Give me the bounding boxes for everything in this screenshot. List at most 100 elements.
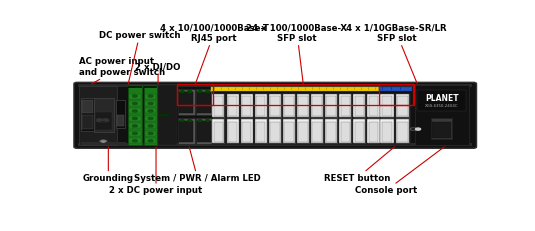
- Bar: [145, 101, 156, 106]
- Bar: [284, 96, 294, 116]
- Bar: [395, 93, 410, 144]
- Text: Grounding: Grounding: [83, 147, 134, 182]
- Bar: [228, 88, 229, 90]
- Bar: [284, 122, 294, 142]
- Text: 24 x 100/1000Base-X
SFP slot: 24 x 100/1000Base-X SFP slot: [247, 23, 348, 84]
- Bar: [241, 94, 253, 117]
- Bar: [235, 88, 236, 90]
- Bar: [354, 88, 355, 90]
- Bar: [145, 131, 156, 136]
- Bar: [339, 94, 351, 117]
- FancyBboxPatch shape: [74, 82, 477, 148]
- Bar: [256, 122, 265, 142]
- Bar: [82, 100, 93, 113]
- Bar: [129, 138, 141, 143]
- Bar: [366, 93, 380, 144]
- Circle shape: [410, 128, 416, 130]
- Bar: [339, 119, 351, 143]
- Circle shape: [205, 91, 210, 92]
- Bar: [381, 122, 392, 142]
- Text: AC power input
and power switch: AC power input and power switch: [79, 57, 165, 84]
- Bar: [325, 94, 337, 117]
- Bar: [297, 119, 309, 143]
- Bar: [79, 143, 472, 146]
- Bar: [256, 88, 257, 90]
- Bar: [228, 96, 238, 116]
- Bar: [177, 84, 413, 105]
- Bar: [324, 93, 338, 144]
- Bar: [369, 122, 378, 142]
- Text: 2 x DI/DO: 2 x DI/DO: [135, 62, 181, 84]
- Bar: [79, 86, 117, 145]
- Bar: [82, 115, 93, 129]
- Bar: [369, 96, 378, 116]
- Bar: [94, 98, 114, 132]
- Bar: [270, 96, 280, 116]
- Bar: [269, 119, 281, 143]
- Bar: [305, 88, 306, 90]
- Bar: [326, 88, 327, 90]
- Bar: [381, 96, 392, 116]
- Bar: [312, 96, 322, 116]
- Circle shape: [148, 125, 153, 127]
- Circle shape: [132, 102, 137, 105]
- Bar: [242, 88, 243, 90]
- Bar: [212, 94, 225, 117]
- Bar: [380, 119, 394, 143]
- Bar: [178, 119, 195, 144]
- Bar: [355, 96, 364, 116]
- Bar: [379, 84, 414, 105]
- Bar: [196, 89, 212, 115]
- Circle shape: [132, 140, 137, 142]
- Text: 4 x 1/10GBase-SR/LR
SFP slot: 4 x 1/10GBase-SR/LR SFP slot: [346, 23, 447, 84]
- Bar: [177, 84, 213, 105]
- Circle shape: [188, 120, 192, 122]
- Circle shape: [148, 95, 153, 97]
- Circle shape: [132, 125, 137, 127]
- Text: 2 x DC power input: 2 x DC power input: [109, 147, 203, 195]
- Circle shape: [205, 120, 210, 122]
- Bar: [341, 122, 350, 142]
- Bar: [277, 88, 278, 90]
- Bar: [129, 94, 141, 98]
- Bar: [240, 93, 254, 144]
- Bar: [398, 122, 408, 142]
- Circle shape: [102, 119, 109, 122]
- Circle shape: [132, 132, 137, 134]
- Text: System / PWR / Alarm LED: System / PWR / Alarm LED: [134, 147, 261, 182]
- Bar: [226, 94, 239, 117]
- Circle shape: [132, 95, 137, 97]
- Circle shape: [148, 117, 153, 119]
- Bar: [249, 88, 250, 90]
- Bar: [297, 94, 309, 117]
- Bar: [255, 94, 267, 117]
- Bar: [298, 96, 308, 116]
- Circle shape: [180, 120, 184, 122]
- Circle shape: [102, 141, 105, 142]
- Bar: [211, 87, 379, 91]
- Bar: [379, 87, 412, 91]
- Bar: [341, 96, 350, 116]
- Circle shape: [198, 91, 202, 92]
- Bar: [325, 119, 337, 143]
- Bar: [333, 88, 334, 90]
- Bar: [312, 88, 313, 90]
- Bar: [282, 93, 296, 144]
- Bar: [228, 122, 238, 142]
- Bar: [311, 119, 323, 143]
- Bar: [270, 122, 280, 142]
- Circle shape: [148, 110, 153, 112]
- Bar: [221, 88, 222, 90]
- Bar: [361, 88, 362, 90]
- Bar: [129, 123, 141, 128]
- Bar: [179, 121, 193, 143]
- Text: Console port: Console port: [355, 147, 444, 195]
- Bar: [431, 118, 452, 139]
- Bar: [380, 94, 394, 117]
- Bar: [263, 88, 264, 90]
- Circle shape: [188, 91, 192, 92]
- Bar: [81, 98, 94, 131]
- Bar: [269, 94, 281, 117]
- Circle shape: [166, 114, 169, 116]
- Bar: [211, 93, 225, 144]
